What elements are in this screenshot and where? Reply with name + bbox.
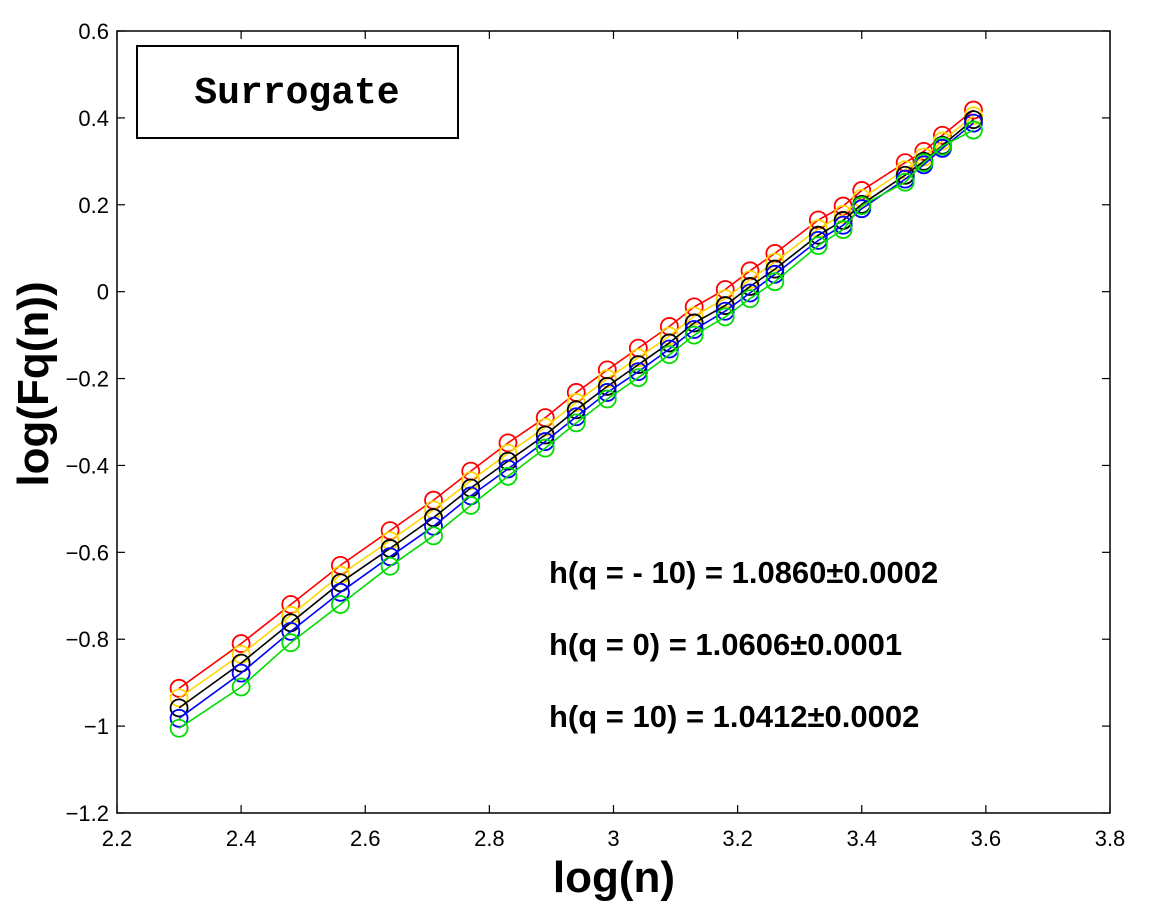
annotation-h-q-0: h(q = 0) = 1.0606±0.0001 xyxy=(549,627,902,662)
series-point xyxy=(461,471,481,491)
axis-ticks: 2.2 2.4 2.6 2.8 3 3.2 3.4 3.6 3.8 0.6 0.4 0.2 0 −0.2 −… xyxy=(66,19,1126,851)
series-point xyxy=(597,389,617,409)
x-tick-label: 2.6 xyxy=(350,826,381,851)
plot-area-frame xyxy=(116,30,1111,814)
y-tick-label: −1 xyxy=(84,714,109,739)
series-point xyxy=(740,270,760,289)
series-point xyxy=(169,688,189,708)
x-tick-label: 2.4 xyxy=(226,826,257,851)
series-point xyxy=(498,466,518,486)
series-point xyxy=(169,708,189,728)
series-point xyxy=(964,100,983,120)
series-point xyxy=(964,120,983,140)
series-point xyxy=(231,663,251,683)
series-point xyxy=(498,433,518,453)
series-point xyxy=(833,215,853,235)
series-point xyxy=(895,172,915,192)
x-tick-label: 3 xyxy=(607,826,619,851)
series-point xyxy=(331,595,350,614)
y-tick-label: 0.6 xyxy=(78,19,109,44)
series-point xyxy=(461,486,481,506)
y-tick-label: −0.6 xyxy=(66,540,109,565)
series-point xyxy=(380,547,400,567)
y-tick-label: −0.8 xyxy=(66,627,109,652)
series-point xyxy=(833,220,853,239)
x-tick-label: 3.8 xyxy=(1095,826,1126,851)
x-tick-label: 2.2 xyxy=(102,826,133,851)
x-tick-label: 3.4 xyxy=(846,826,877,851)
series-point xyxy=(964,113,983,133)
legend-label: Surrogate xyxy=(194,72,399,115)
series-point xyxy=(331,582,350,602)
x-tick-label: 3.2 xyxy=(722,826,753,851)
y-axis-title: log(Fq(n)) xyxy=(9,281,58,486)
series-point xyxy=(281,595,301,614)
series-point xyxy=(684,306,704,326)
y-tick-label: 0.2 xyxy=(78,193,109,218)
series-point xyxy=(169,698,189,718)
series-point xyxy=(914,141,934,161)
series-point xyxy=(659,345,679,365)
y-tick-label: −0.2 xyxy=(66,367,109,392)
series-point xyxy=(169,678,189,698)
series-point xyxy=(933,125,952,145)
series-point xyxy=(628,368,648,388)
series-point xyxy=(380,556,400,576)
y-tick-label: 0 xyxy=(97,280,109,305)
series-point xyxy=(765,259,785,279)
series-point xyxy=(231,677,251,697)
series-point xyxy=(424,526,443,546)
series-point xyxy=(852,196,872,216)
series-point xyxy=(914,153,934,173)
series-point xyxy=(231,634,251,653)
series-point xyxy=(281,622,301,641)
series-point xyxy=(808,236,828,256)
series-point xyxy=(566,413,586,433)
series-point xyxy=(461,496,481,515)
series-point xyxy=(715,307,735,327)
series-point xyxy=(281,633,301,653)
series-point xyxy=(628,348,648,368)
y-tick-label: −1.2 xyxy=(66,801,109,826)
x-tick-label: 3.6 xyxy=(971,826,1002,851)
series-point xyxy=(231,653,251,673)
x-tick-label: 2.8 xyxy=(474,826,505,851)
annotation-h-q-10: h(q = 10) = 1.0412±0.0002 xyxy=(549,699,919,734)
series-point xyxy=(833,204,853,224)
annotation-h-q-minus10: h(q = - 10) = 1.0860±0.0002 xyxy=(549,555,938,590)
data-series xyxy=(169,100,983,738)
series-point xyxy=(740,289,760,309)
series-point xyxy=(535,438,555,458)
x-axis-title: log(n) xyxy=(553,853,675,902)
series-point xyxy=(331,573,350,593)
series-point xyxy=(169,718,189,738)
series-point xyxy=(933,136,952,156)
series-point xyxy=(684,325,704,345)
series-point xyxy=(765,272,785,292)
series-point xyxy=(684,313,704,333)
y-tick-label: 0.4 xyxy=(78,106,109,131)
legend-box: Surrogate xyxy=(136,45,459,139)
y-tick-label: −0.4 xyxy=(66,453,109,478)
series-4 xyxy=(169,120,983,738)
